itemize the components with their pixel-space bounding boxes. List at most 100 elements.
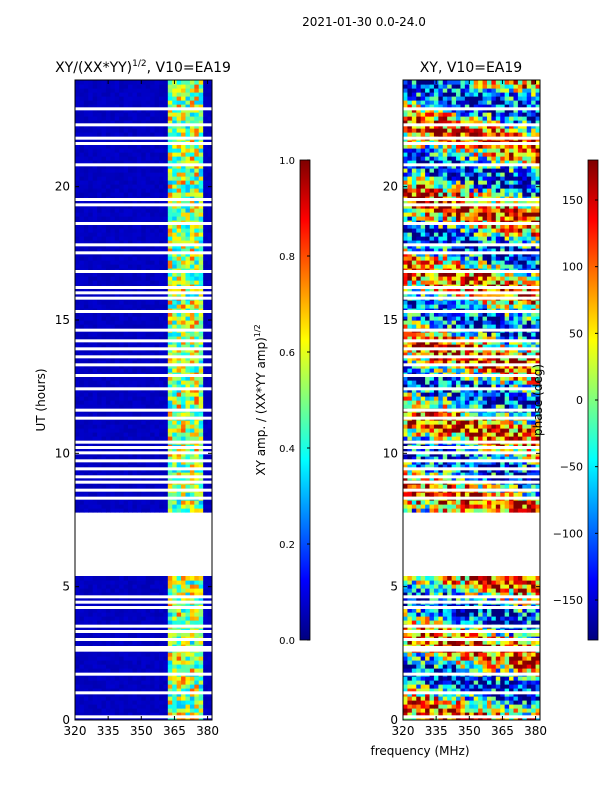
heatmap-cell [150,120,156,125]
heatmap-cell [114,192,120,197]
missing-data-row [75,310,212,313]
heatmap-cell [150,456,156,461]
heatmap-cell [185,396,191,401]
heatmap-cell [101,148,107,153]
heatmap-cell [123,336,129,341]
heatmap-cell [123,316,129,321]
heatmap-cell [420,688,426,693]
heatmap-cell [207,456,212,461]
heatmap-cell [119,428,125,433]
heatmap-cell [79,688,85,693]
heatmap-cell [163,208,169,213]
heatmap-cell [105,168,111,173]
heatmap-cell [145,500,151,505]
heatmap-cell [185,500,191,505]
heatmap-cell [203,312,209,317]
heatmap-cell [172,148,178,153]
heatmap-cell [491,664,497,669]
heatmap-cell [185,300,191,305]
heatmap-cell [411,664,417,669]
heatmap-cell [176,200,182,205]
heatmap-cell [198,116,204,121]
heatmap-cell [460,668,466,673]
heatmap-cell [136,404,142,409]
heatmap-cell [145,588,151,593]
missing-data-row [75,198,212,201]
heatmap-cell [158,232,164,237]
heatmap-cell [141,660,147,665]
heatmap-cell [181,132,187,137]
heatmap-cell [83,276,89,281]
heatmap-cell [110,376,116,381]
heatmap-cell [145,256,151,261]
heatmap-cell [101,272,107,277]
missing-data-row [75,606,212,609]
heatmap-cell [75,608,81,613]
heatmap-cell [79,172,85,177]
heatmap-cell [145,152,151,157]
heatmap-cell [97,260,103,265]
heatmap-cell [172,696,178,701]
heatmap-cell [154,152,160,157]
heatmap-cell [163,668,169,673]
heatmap-cell [88,332,94,337]
heatmap-cell [189,104,195,109]
heatmap-cell [128,184,134,189]
heatmap-cell [132,172,138,177]
heatmap-cell [110,612,116,617]
heatmap-cell [176,656,182,661]
heatmap-cell [88,432,94,437]
heatmap-cell [198,492,204,497]
heatmap-cell [185,472,191,477]
heatmap-cell [114,168,120,173]
heatmap-cell [185,684,191,689]
heatmap-cell [136,680,142,685]
heatmap-cell [79,616,85,621]
heatmap-cell [88,212,94,217]
heatmap-cell [150,696,156,701]
heatmap-cell [136,660,142,665]
heatmap-cell [181,632,187,637]
heatmap-cell [207,264,212,269]
heatmap-cell [83,344,89,349]
heatmap-cell [136,484,142,489]
heatmap-cell [123,436,129,441]
heatmap-cell [128,652,134,657]
heatmap-cell [136,100,142,105]
heatmap-cell [105,92,111,97]
heatmap-cell [83,228,89,233]
heatmap-cell [136,432,142,437]
heatmap-cell [119,84,125,89]
heatmap-cell [136,160,142,165]
heatmap-cell [119,88,125,93]
heatmap-cell [123,144,129,149]
heatmap-cell [114,448,120,453]
heatmap-cell [176,608,182,613]
heatmap-cell [163,420,169,425]
heatmap-cell [154,428,160,433]
heatmap-cell [185,332,191,337]
heatmap-cell [141,312,147,317]
heatmap-cell [119,384,125,389]
heatmap-cell [158,392,164,397]
heatmap-cell [442,684,448,689]
heatmap-cell [167,352,173,357]
heatmap-cell [92,704,98,709]
heatmap-cell [163,336,169,341]
heatmap-cell [88,652,94,657]
heatmap-cell [141,304,147,309]
heatmap-cell [495,688,501,693]
heatmap-cell [141,264,147,269]
heatmap-cell [163,380,169,385]
heatmap-cell [97,708,103,713]
heatmap-cell [181,264,187,269]
heatmap-cell [185,384,191,389]
heatmap-cell [172,580,178,585]
heatmap-cell [154,448,160,453]
heatmap-cell [447,676,453,681]
heatmap-cell [123,248,129,253]
heatmap-cell [531,680,537,685]
heatmap-cell [79,208,85,213]
heatmap-cell [167,612,173,617]
heatmap-cell [79,608,85,613]
